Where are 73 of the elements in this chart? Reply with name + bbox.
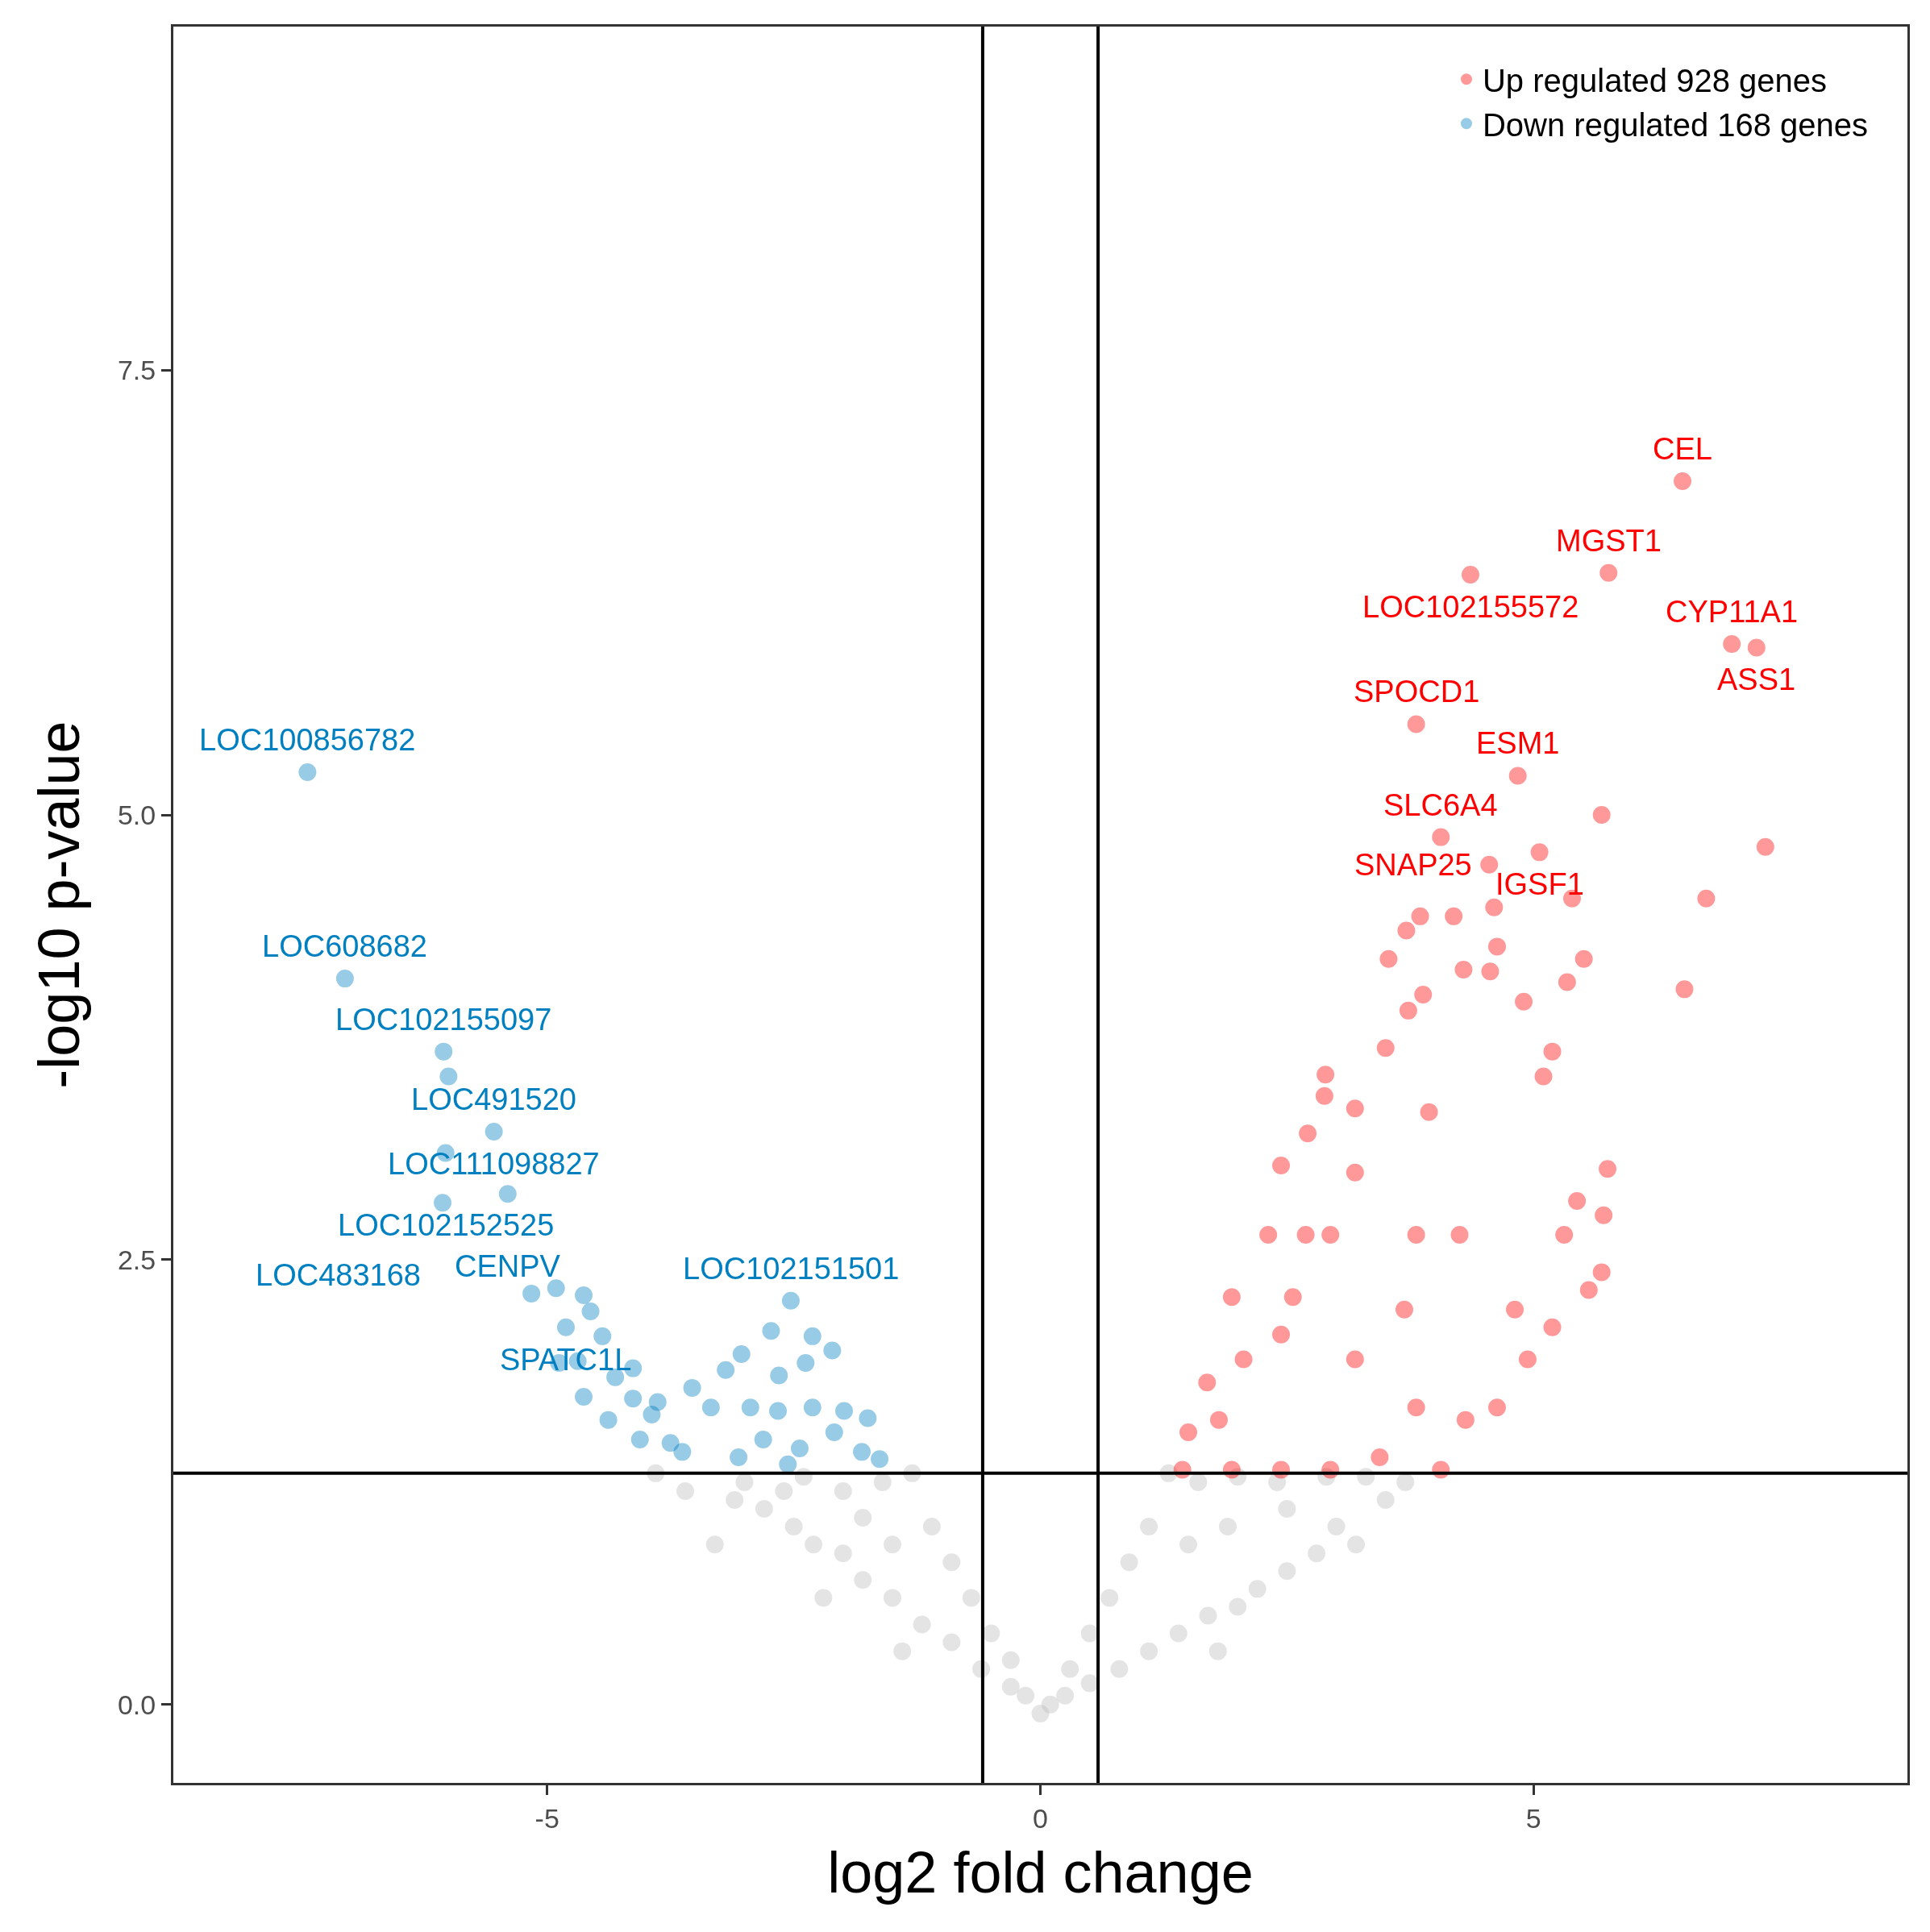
y-tick-label: 5.0 <box>117 799 156 830</box>
annotation: CEL <box>1653 432 1712 466</box>
annotation: LOC102152525 <box>338 1208 555 1242</box>
point <box>435 1042 453 1061</box>
point <box>556 1318 575 1336</box>
point <box>643 1406 661 1423</box>
annotation: LOC111098827 <box>388 1147 600 1181</box>
point <box>825 1423 843 1442</box>
y-tick-label: 7.5 <box>117 354 156 385</box>
point <box>779 1455 797 1473</box>
annotation: SLC6A4 <box>1383 788 1498 822</box>
point <box>803 1327 821 1345</box>
y-tick-label: 2.5 <box>117 1244 156 1275</box>
point <box>298 763 317 782</box>
point <box>871 1450 889 1469</box>
point <box>498 1185 517 1203</box>
point <box>803 1398 821 1417</box>
point <box>575 1286 593 1305</box>
annotation: LOC102155572 <box>1362 590 1579 624</box>
annotation: MGST1 <box>1556 524 1662 558</box>
point <box>434 1194 452 1212</box>
x-axis-title: log2 fold change <box>827 1839 1254 1905</box>
point <box>730 1448 748 1466</box>
x-tick-label: -5 <box>534 1802 559 1834</box>
annotation: LOC483168 <box>256 1258 421 1292</box>
point <box>741 1398 759 1417</box>
legend-label: Down regulated 168 genes <box>1482 106 1869 143</box>
point <box>732 1344 751 1363</box>
point <box>683 1378 701 1397</box>
annotation: SPOCD1 <box>1354 675 1480 708</box>
annotation: LOC491520 <box>411 1082 576 1116</box>
annotation: LOC102151501 <box>683 1252 900 1286</box>
point <box>859 1409 877 1427</box>
annotation: LOC102155097 <box>335 1003 552 1037</box>
annotation: ESM1 <box>1476 726 1560 760</box>
annotation: LOC100856782 <box>199 723 416 757</box>
point <box>770 1366 788 1385</box>
point <box>575 1387 593 1406</box>
y-axis-title: -log10 p-value <box>27 721 92 1089</box>
annotation: CYP11A1 <box>1666 595 1799 629</box>
annotation: ASS1 <box>1717 663 1796 696</box>
point <box>823 1341 842 1360</box>
y-tick-label: 0.0 <box>117 1689 156 1720</box>
point <box>547 1279 565 1298</box>
annotation: LOC608682 <box>262 929 427 963</box>
point <box>781 1291 800 1310</box>
annotation: CENPV <box>455 1249 561 1283</box>
point <box>522 1284 541 1303</box>
point <box>624 1390 643 1408</box>
point <box>754 1430 772 1448</box>
point <box>593 1327 612 1345</box>
point <box>797 1353 815 1372</box>
point <box>769 1402 788 1420</box>
point <box>599 1411 618 1429</box>
point <box>439 1067 458 1086</box>
annotation: SNAP25 <box>1354 848 1472 882</box>
point <box>485 1122 503 1141</box>
annotation: IGSF1 <box>1495 867 1584 901</box>
point <box>701 1398 720 1417</box>
point <box>717 1361 735 1379</box>
legend-label: Up regulated 928 genes <box>1482 62 1827 98</box>
point <box>762 1322 780 1340</box>
point <box>673 1443 692 1461</box>
point <box>630 1430 649 1448</box>
point <box>661 1434 680 1452</box>
point <box>335 970 354 988</box>
x-tick-label: 5 <box>1525 1802 1541 1834</box>
point <box>790 1439 809 1457</box>
point <box>853 1443 871 1461</box>
x-tick-label: 0 <box>1033 1802 1048 1834</box>
point <box>581 1302 600 1320</box>
annotation: SPATC1L <box>500 1343 632 1377</box>
point <box>835 1402 854 1420</box>
